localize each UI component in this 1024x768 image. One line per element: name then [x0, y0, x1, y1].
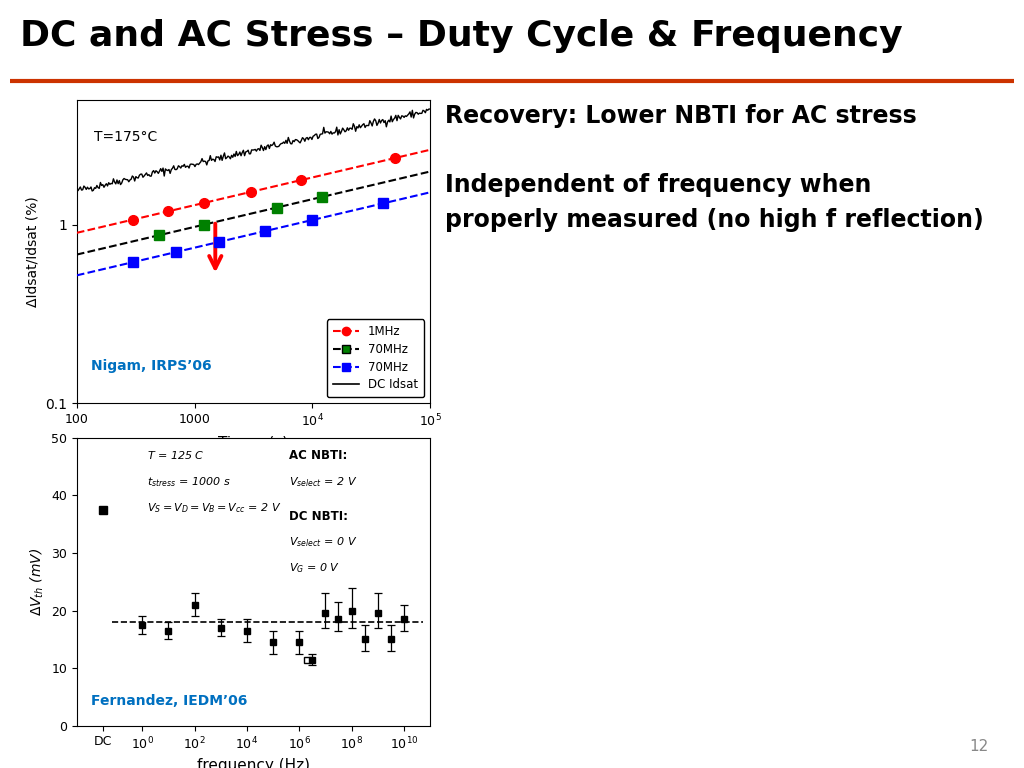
Text: Fernandez, IEDM’06: Fernandez, IEDM’06 [91, 694, 248, 708]
Text: $T$ = 125 C: $T$ = 125 C [147, 449, 205, 462]
Text: Recovery: Lower NBTI for AC stress: Recovery: Lower NBTI for AC stress [445, 104, 918, 127]
Y-axis label: ΔIdsat/Idsat (%): ΔIdsat/Idsat (%) [26, 196, 40, 307]
Text: $V_G$ = 0 V: $V_G$ = 0 V [289, 561, 340, 575]
Y-axis label: $\Delta V_{th}$ (mV): $\Delta V_{th}$ (mV) [28, 548, 45, 616]
Text: $V_{select}$ = 0 V: $V_{select}$ = 0 V [289, 536, 357, 549]
X-axis label: Times (s): Times (s) [218, 435, 289, 450]
Text: 12: 12 [969, 739, 988, 754]
Legend: 1MHz, 70MHz, 70MHz, DC Idsat: 1MHz, 70MHz, 70MHz, DC Idsat [327, 319, 424, 397]
Text: DC NBTI:: DC NBTI: [289, 510, 348, 523]
Text: AC NBTI:: AC NBTI: [289, 449, 347, 462]
X-axis label: frequency (Hz): frequency (Hz) [197, 758, 310, 768]
Text: $t_{stress}$ = 1000 s: $t_{stress}$ = 1000 s [147, 475, 231, 489]
Text: $V_{select}$ = 2 V: $V_{select}$ = 2 V [289, 475, 357, 489]
Text: Nigam, IRPS’06: Nigam, IRPS’06 [91, 359, 212, 373]
Text: Independent of frequency when
properly measured (no high f reflection): Independent of frequency when properly m… [445, 173, 984, 232]
Text: $V_S = V_D = V_B = V_{cc}$ = 2 V: $V_S = V_D = V_B = V_{cc}$ = 2 V [147, 502, 283, 515]
Text: DC and AC Stress – Duty Cycle & Frequency: DC and AC Stress – Duty Cycle & Frequenc… [20, 19, 903, 53]
Text: T=175°C: T=175°C [94, 131, 158, 144]
